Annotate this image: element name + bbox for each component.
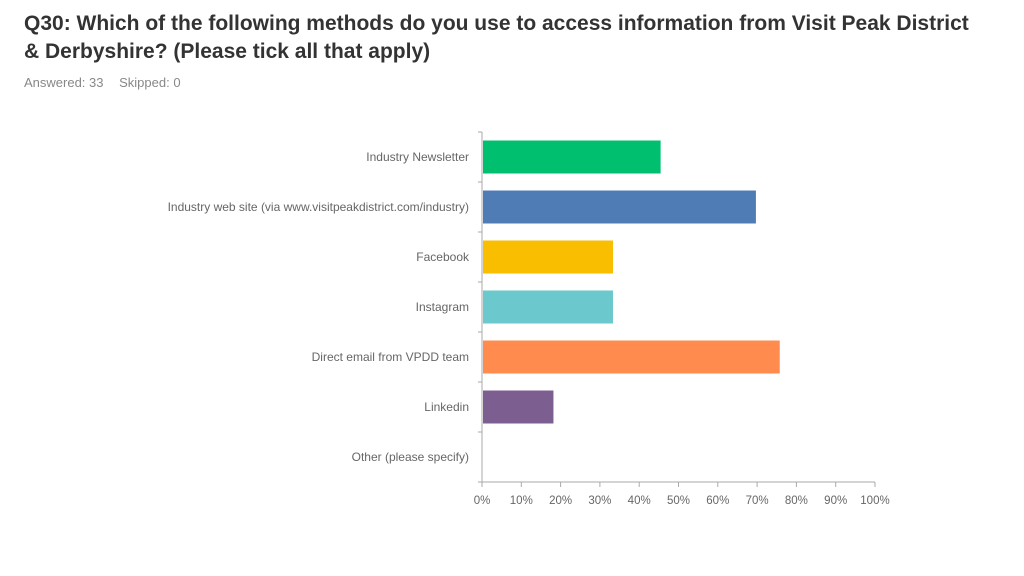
x-tick-label: 50% <box>667 495 690 507</box>
bar <box>483 190 756 224</box>
skipped-count: Skipped: 0 <box>119 75 181 90</box>
x-tick-label: 40% <box>628 495 651 507</box>
question-title: Q30: Which of the following methods do y… <box>24 12 969 63</box>
x-tick-label: 60% <box>706 495 729 507</box>
category-label: Direct email from VPDD team <box>312 350 469 364</box>
category-label: Industry web site (via www.visitpeakdist… <box>168 200 469 214</box>
x-tick-label: 30% <box>588 495 611 507</box>
category-label: Instagram <box>416 300 469 314</box>
answered-count: Answered: 33 <box>24 75 104 90</box>
x-tick-label: 100% <box>860 495 889 507</box>
category-label: Facebook <box>416 250 470 264</box>
x-tick-label: 80% <box>785 495 808 507</box>
response-stats: Answered: 33 Skipped: 0 <box>24 75 181 90</box>
bar <box>483 390 554 424</box>
x-tick-label: 0% <box>474 495 491 507</box>
category-label: Other (please specify) <box>352 450 469 464</box>
bar <box>483 290 613 324</box>
bar <box>483 140 661 174</box>
x-tick-label: 10% <box>510 495 533 507</box>
bar <box>483 240 613 274</box>
x-tick-label: 90% <box>824 495 847 507</box>
bar <box>483 340 780 374</box>
x-tick-label: 70% <box>746 495 769 507</box>
x-tick-label: 20% <box>549 495 572 507</box>
category-label: Linkedin <box>424 400 469 414</box>
category-label: Industry Newsletter <box>366 150 469 164</box>
